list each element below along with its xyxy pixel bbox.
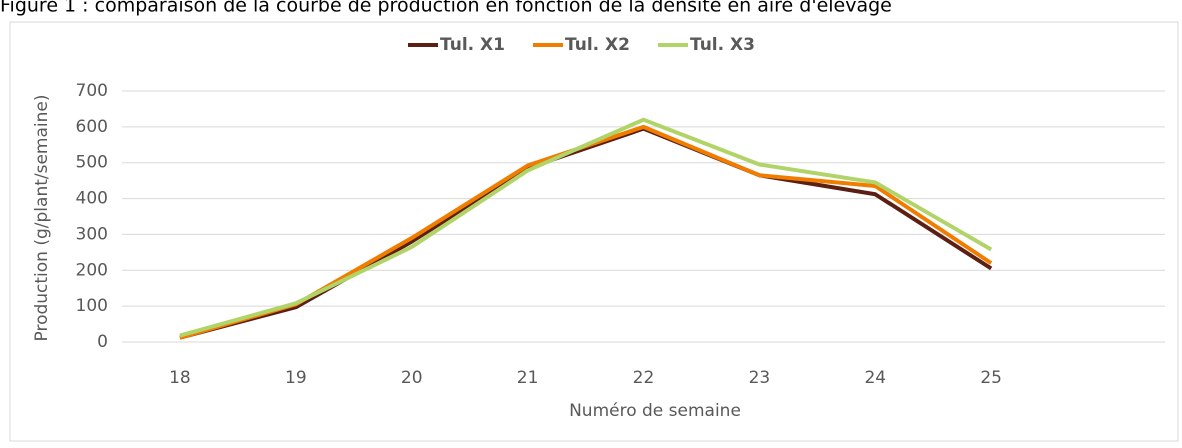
chart-border xyxy=(9,21,1179,442)
series-line xyxy=(179,117,993,338)
x-tick-label: 25 xyxy=(980,368,1002,388)
y-tick-label: 300 xyxy=(76,224,108,244)
x-tick-label: 21 xyxy=(517,368,539,388)
x-tick-label: 23 xyxy=(749,368,771,388)
legend-label: Tul. X1 xyxy=(440,35,505,55)
y-tick-label: 400 xyxy=(76,189,108,209)
x-tick-label: 18 xyxy=(169,368,191,388)
y-tick-label: 0 xyxy=(97,332,108,352)
legend-label: Tul. X2 xyxy=(565,35,630,55)
y-tick-label: 500 xyxy=(76,153,108,173)
x-tick-label: 20 xyxy=(401,368,423,388)
y-axis-label: Production (g/plant/semaine) xyxy=(32,95,52,342)
y-tick-label: 600 xyxy=(76,117,108,137)
legend: Tul. X1 Tul. X2 Tul. X3 xyxy=(408,35,755,55)
x-tick-label: 24 xyxy=(864,368,886,388)
series-line xyxy=(179,126,993,340)
figure-title: Figure 1 : comparaison de la courbe de p… xyxy=(0,0,892,17)
x-tick-label: 22 xyxy=(633,368,655,388)
x-axis-label: Numéro de semaine xyxy=(569,401,741,421)
y-tick-label: 200 xyxy=(76,260,108,280)
x-tick-label: 19 xyxy=(285,368,307,388)
legend-label: Tul. X3 xyxy=(690,35,755,55)
y-tick-label: 700 xyxy=(76,81,108,101)
y-tick-label: 100 xyxy=(76,296,108,316)
